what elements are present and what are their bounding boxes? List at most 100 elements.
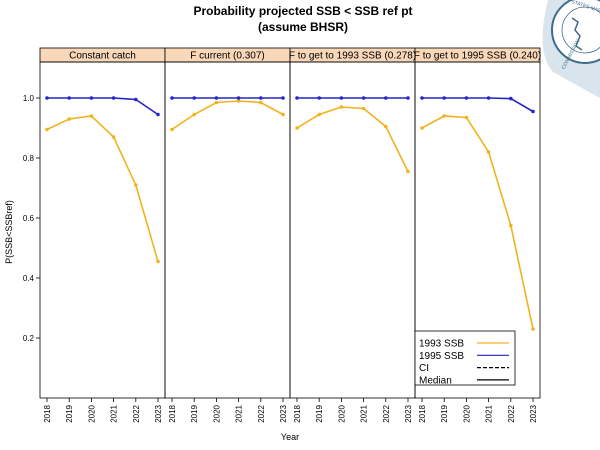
data-point [259, 100, 263, 105]
data-point [509, 223, 513, 228]
y-tick-label: 0.2 [23, 334, 35, 343]
x-tick-label: 2023 [404, 404, 413, 422]
legend-label: 1995 SSB [419, 351, 464, 362]
x-tick-label: 2021 [235, 404, 244, 422]
data-point [89, 96, 94, 100]
x-tick-label: 2018 [43, 404, 52, 422]
chart-subtitle: (assume BHSR) [258, 20, 348, 34]
series-line-1993-ssb [296, 106, 409, 172]
panel-strip-label: F to get to 1995 SSB (0.240) [414, 51, 541, 62]
x-tick-label: 2021 [360, 404, 369, 422]
x-tick-label: 2018 [418, 404, 427, 422]
x-tick-label: 2022 [257, 404, 266, 422]
data-point [259, 96, 263, 100]
data-point [420, 126, 424, 130]
y-tick-label: 1.0 [23, 94, 35, 103]
y-axis-label: P(SSB<SSBref) [4, 200, 14, 264]
data-point [156, 259, 160, 264]
series-line-1993-ssb [46, 115, 159, 262]
panel-frame [289, 61, 416, 399]
data-point [170, 127, 174, 132]
data-point [281, 112, 285, 117]
x-tick-label: 2023 [529, 404, 538, 422]
data-point [214, 96, 219, 100]
y-tick-label: 0.6 [23, 214, 35, 223]
data-point [509, 96, 513, 101]
data-point [111, 135, 116, 139]
data-point [111, 96, 116, 100]
chart-title-group: Probability projected SSB < SSB ref pt (… [193, 4, 412, 34]
series-line-1993-ssb [421, 115, 534, 330]
logo-inner-ring [561, 6, 600, 54]
panel-2: F current (0.307) 2018 2019 2020 2021 2022 202… [164, 47, 291, 423]
data-point [339, 96, 344, 100]
data-point [281, 96, 285, 100]
x-tick-label: 2018 [293, 404, 302, 422]
data-point [236, 99, 241, 103]
x-axis-label: Year [281, 432, 299, 442]
data-point [236, 96, 241, 100]
data-point [464, 115, 469, 120]
x-tick-label: 2020 [212, 404, 221, 422]
data-point [486, 150, 491, 154]
data-point [45, 127, 49, 132]
panel-frame [414, 61, 541, 399]
x-tick-label: 2020 [462, 404, 471, 422]
x-tick-label: 2020 [87, 404, 96, 422]
series-line-1995-ssb [422, 97, 534, 113]
series-line-1993-ssb [171, 100, 284, 131]
panel-4: F to get to 1995 SSB (0.240) 2018 2019 2020… [414, 47, 541, 423]
data-point [134, 183, 138, 187]
logo-coast-icon [571, 17, 583, 51]
y-tick-label: 0.8 [23, 154, 35, 163]
panel-3: F to get to 1993 SSB (0.278) 2018 2019 2020… [289, 47, 416, 423]
data-point [442, 96, 447, 100]
panel-strip-label: Constant catch [69, 51, 136, 62]
data-point [531, 327, 535, 331]
x-tick-label: 2022 [507, 404, 516, 422]
x-tick-label: 2018 [168, 404, 177, 422]
data-point [89, 114, 94, 118]
data-point [420, 96, 424, 100]
panel-1: Constant catch 2018 2019 2020 2021 2022 2023 [39, 47, 166, 423]
data-point [45, 96, 49, 100]
panel-frame [39, 61, 166, 399]
data-point [317, 112, 322, 117]
data-point [192, 96, 196, 100]
y-tick-label: 0.4 [23, 274, 35, 283]
x-tick-label: 2019 [315, 404, 324, 422]
data-point [67, 96, 71, 100]
data-point [486, 96, 491, 100]
data-point [442, 114, 447, 118]
chart-title: Probability projected SSB < SSB ref pt [193, 4, 412, 18]
data-point [317, 96, 322, 100]
x-tick-label: 2021 [485, 404, 494, 422]
x-tick-label: 2021 [110, 404, 119, 422]
series-line-1995-ssb [47, 97, 159, 116]
x-tick-label: 2022 [132, 404, 141, 422]
x-tick-label: 2019 [190, 404, 199, 422]
x-tick-label: 2022 [382, 404, 391, 422]
data-point [361, 96, 366, 100]
data-point [531, 109, 535, 114]
data-point [361, 106, 366, 111]
panel-strip-label: F current (0.307) [190, 51, 264, 62]
data-point [170, 96, 174, 100]
legend-box [414, 330, 516, 386]
x-tick-label: 2019 [65, 404, 74, 422]
legend-label: 1993 SSB [419, 339, 464, 350]
data-point [406, 96, 410, 100]
logo-seal: STATES MARINE COMMISSION [542, 0, 600, 98]
data-point [295, 126, 299, 130]
x-tick-label: 2019 [440, 404, 449, 422]
legend-label: CI [419, 363, 429, 374]
data-point [214, 100, 219, 105]
data-point [384, 96, 388, 100]
data-point [134, 97, 138, 102]
panel-strip-label: F to get to 1993 SSB (0.278) [289, 51, 416, 62]
data-point [464, 96, 469, 100]
x-tick-label: 2020 [337, 404, 346, 422]
